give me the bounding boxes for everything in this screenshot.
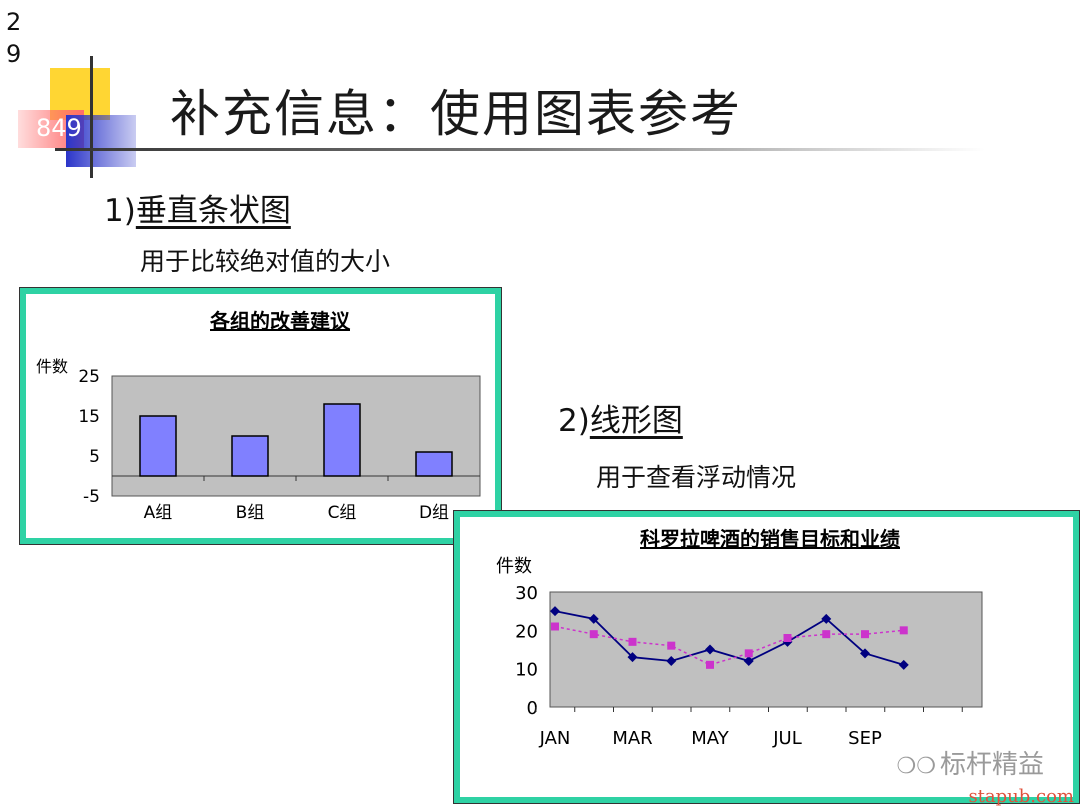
series-1-point xyxy=(861,630,869,639)
line-xtick-label: JAN xyxy=(539,728,571,749)
series-1-point xyxy=(822,630,831,639)
chat-bubble-icon: ❍❍ xyxy=(896,754,936,779)
series-0-line xyxy=(554,610,905,666)
line-ytick-label: 0 xyxy=(527,698,538,719)
line-ytick-label: 30 xyxy=(515,583,538,604)
series-0-point xyxy=(821,613,832,624)
bar-0 xyxy=(139,415,177,477)
line-ytick-label: 10 xyxy=(515,660,538,681)
section2-heading-num: 2) xyxy=(558,403,590,439)
series-1-point xyxy=(899,626,908,635)
bar-chart: 各组的改善建议 件数 25 15 5 -5 A组 B组 C组 D组 xyxy=(36,309,481,523)
line-chart-panel: 科罗拉啤酒的销售目标和业绩 件数 30 20 10 0 JAN MAR MAY JUL SEP xyxy=(453,510,1080,804)
bar-ytick-label: 5 xyxy=(89,447,100,467)
series-1-point xyxy=(744,649,753,658)
series-1-point xyxy=(589,630,598,639)
logo-number: 849 xyxy=(36,114,82,142)
series-0-point xyxy=(550,606,560,617)
section2-heading-text: 线形图 xyxy=(589,403,683,439)
series-0-point xyxy=(588,613,599,624)
watermark-text: 标杆精益 xyxy=(939,750,1044,780)
series-1-point xyxy=(783,634,792,642)
series-0-point xyxy=(898,659,909,670)
bar-category-label: A组 xyxy=(144,503,173,523)
bar-chart-title: 各组的改善建议 xyxy=(209,309,351,333)
bar-ytick-label: 25 xyxy=(78,367,100,387)
series-0-point xyxy=(627,652,638,663)
title-underline xyxy=(55,148,985,151)
bar-category-label: B组 xyxy=(236,503,265,523)
section1-desc: 用于比较绝对值的大小 xyxy=(140,247,391,276)
slide-title: 补充信息：使用图表参考 xyxy=(170,85,742,143)
series-1-point xyxy=(706,660,714,669)
bar-chart-panel: 各组的改善建议 件数 25 15 5 -5 A组 B组 C组 D组 xyxy=(19,287,502,545)
bar-category-label: C组 xyxy=(328,503,357,523)
line-xtick-label: SEP xyxy=(848,728,882,749)
bar-ytick-label: 15 xyxy=(78,407,100,427)
section2-desc: 用于查看浮动情况 xyxy=(596,463,797,492)
series-0-point xyxy=(743,656,754,666)
page-number-digit-2: 9 xyxy=(6,40,22,68)
bar-2 xyxy=(323,403,361,477)
section2-heading: 2)线形图 xyxy=(558,395,683,440)
line-xtick-label: MAY xyxy=(691,728,729,749)
bar-3 xyxy=(415,451,453,477)
series-0-point xyxy=(705,644,715,655)
section1-heading-text: 垂直条状图 xyxy=(135,193,291,229)
series-1-line xyxy=(554,625,904,666)
page-number-digit-1: 2 xyxy=(6,8,22,36)
series-0-point xyxy=(860,648,870,659)
series-1-point xyxy=(628,637,637,646)
section1-heading: 1)垂直条状图 xyxy=(104,185,291,230)
watermark: ❍❍ 标杆精益 xyxy=(897,744,1044,781)
site-url: stapub.com xyxy=(968,786,1074,807)
line-chart-title: 科罗拉啤酒的销售目标和业绩 xyxy=(640,527,900,551)
line-ytick-label: 20 xyxy=(515,621,538,642)
series-1-point xyxy=(551,622,559,631)
title-decoration: 849 xyxy=(0,0,160,180)
line-plot-area xyxy=(549,591,983,708)
bar-1 xyxy=(231,435,269,477)
bar-ytick-label: -5 xyxy=(83,487,100,507)
section1-heading-num: 1) xyxy=(104,193,136,229)
line-chart-ylabel: 件数 xyxy=(496,556,532,577)
line-xtick-label: MAR xyxy=(612,728,652,749)
line-xtick-label: JUL xyxy=(772,728,802,749)
bar-chart-ylabel: 件数 xyxy=(36,357,68,376)
bar-category-label: D组 xyxy=(419,503,449,523)
series-0-point xyxy=(666,656,677,666)
series-1-point xyxy=(667,641,676,650)
